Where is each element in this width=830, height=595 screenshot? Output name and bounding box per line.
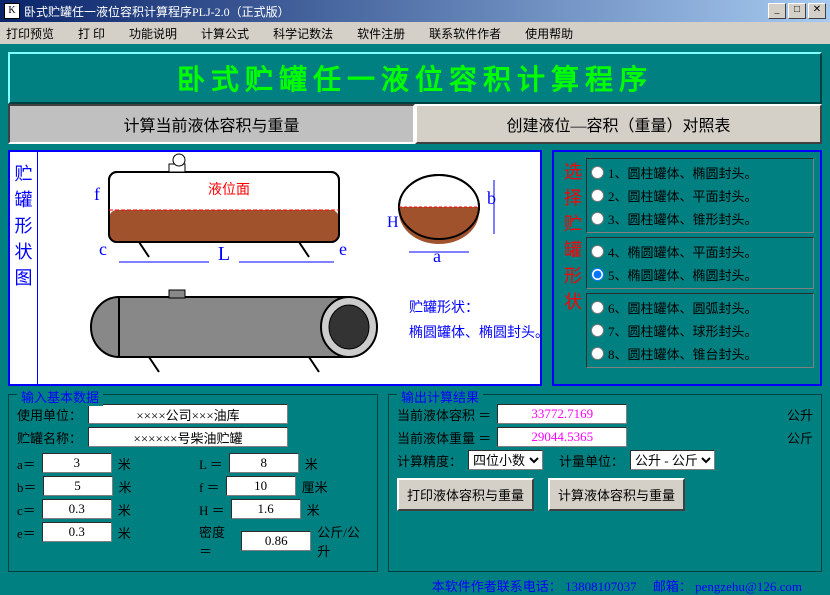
f-label: f ＝ — [199, 477, 220, 496]
svg-text:液位面: 液位面 — [208, 182, 250, 198]
menu-print-preview[interactable]: 打印预览 — [6, 25, 54, 42]
H-label: H ＝ — [199, 500, 225, 519]
output-fieldset: 输出计算结果 当前液体容积 ＝ 公升 当前液体重量 ＝ 公斤 计算精度： 四位小… — [388, 394, 822, 572]
svg-text:c: c — [99, 239, 107, 259]
svg-text:H: H — [387, 214, 399, 231]
shape-option[interactable]: 6、圆柱罐体、圆弧封头。 — [591, 296, 809, 319]
diagram-label: 贮罐形状图 — [10, 152, 38, 384]
tankname-label: 贮罐名称： — [17, 428, 82, 447]
footer-mail-label: 邮箱： — [653, 579, 692, 594]
tab-row: 计算当前液体容积与重量 创建液位—容积（重量）对照表 — [8, 104, 822, 144]
f-input[interactable] — [226, 476, 296, 496]
volume-label: 当前液体容积 ＝ — [397, 405, 491, 424]
b-label: b＝ — [17, 477, 37, 496]
H-input[interactable] — [231, 499, 301, 519]
app-icon: K — [4, 3, 20, 19]
input-legend: 输入基本数据 — [17, 387, 103, 406]
shape-option[interactable]: 3、圆柱罐体、锥形封头。 — [591, 207, 809, 230]
menu-formula[interactable]: 计算公式 — [201, 25, 249, 42]
close-button[interactable]: ✕ — [808, 3, 826, 19]
b-unit: 米 — [119, 477, 132, 496]
a-label: a＝ — [17, 454, 36, 473]
menu-contact[interactable]: 联系软件作者 — [429, 25, 501, 42]
footer-text: 本软件作者联系电话： — [432, 579, 562, 594]
tab-calculate[interactable]: 计算当前液体容积与重量 — [8, 104, 415, 144]
weight-unit: 公斤 — [787, 428, 813, 447]
input-fieldset: 输入基本数据 使用单位： 贮罐名称： a＝米 b＝米 c＝米 e＝米 L ＝米 … — [8, 394, 378, 572]
menu-scientific[interactable]: 科学记数法 — [273, 25, 333, 42]
f-unit: 厘米 — [302, 477, 328, 496]
main-title: 卧式贮罐任一液位容积计算程序 — [10, 54, 820, 102]
footer: 本软件作者联系电话： 13808107037 邮箱： pengzehu@126.… — [8, 576, 822, 595]
footer-mail[interactable]: pengzehu@126.com — [695, 579, 802, 594]
svg-text:贮罐形状：: 贮罐形状： — [409, 300, 479, 316]
density-input[interactable] — [241, 531, 311, 551]
shape-option[interactable]: 4、椭圆罐体、平面封头。 — [591, 240, 809, 263]
unit-label: 使用单位： — [17, 405, 82, 424]
shape-option[interactable]: 5、椭圆罐体、椭圆封头。 — [591, 263, 809, 286]
title-bar: K 卧式贮罐任一液位容积计算程序PLJ-2.0（正式版） _ □ ✕ — [0, 0, 830, 22]
shape-select-label: 选择贮罐形状 — [560, 158, 586, 378]
density-unit: 公斤/公升 — [317, 522, 369, 560]
calculate-button[interactable]: 计算液体容积与重量 — [548, 478, 685, 511]
menu-bar: 打印预览 打 印 功能说明 计算公式 科学记数法 软件注册 联系软件作者 使用帮… — [0, 22, 830, 44]
a-input[interactable] — [42, 453, 112, 473]
precision-select[interactable]: 四位小数 — [468, 450, 543, 470]
svg-text:b: b — [487, 188, 496, 208]
minimize-button[interactable]: _ — [768, 3, 786, 19]
diagram-box: 贮罐形状图 液位面 f c e L — [8, 150, 542, 386]
e-input[interactable] — [42, 522, 112, 542]
unit-input[interactable] — [88, 404, 288, 424]
measure-unit-select[interactable]: 公升 - 公斤 — [630, 450, 715, 470]
shape-option[interactable]: 1、圆柱罐体、椭圆封头。 — [591, 161, 809, 184]
footer-phone: 13808107037 — [565, 579, 637, 594]
shape-option[interactable]: 7、圆柱罐体、球形封头。 — [591, 319, 809, 342]
e-label: e＝ — [17, 523, 36, 542]
c-input[interactable] — [42, 499, 112, 519]
measure-unit-label: 计量单位： — [559, 451, 624, 470]
menu-print[interactable]: 打 印 — [78, 25, 105, 42]
shape-option[interactable]: 2、圆柱罐体、平面封头。 — [591, 184, 809, 207]
tankname-input[interactable] — [88, 427, 288, 447]
shape-option[interactable]: 8、圆柱罐体、锥台封头。 — [591, 342, 809, 365]
svg-text:e: e — [339, 239, 347, 259]
menu-help[interactable]: 使用帮助 — [525, 25, 573, 42]
weight-result — [497, 427, 627, 447]
menu-function[interactable]: 功能说明 — [129, 25, 177, 42]
volume-result — [497, 404, 627, 424]
density-label: 密度＝ — [199, 522, 235, 560]
b-input[interactable] — [43, 476, 113, 496]
shape-select-box: 选择贮罐形状 1、圆柱罐体、椭圆封头。2、圆柱罐体、平面封头。3、圆柱罐体、锥形… — [552, 150, 822, 386]
c-label: c＝ — [17, 500, 36, 519]
window-title: 卧式贮罐任一液位容积计算程序PLJ-2.0（正式版） — [24, 3, 768, 20]
maximize-button[interactable]: □ — [788, 3, 806, 19]
L-label: L ＝ — [199, 454, 223, 473]
H-unit: 米 — [307, 500, 320, 519]
L-input[interactable] — [229, 453, 299, 473]
volume-unit: 公升 — [787, 405, 813, 424]
tab-table[interactable]: 创建液位—容积（重量）对照表 — [415, 104, 822, 144]
c-unit: 米 — [118, 500, 131, 519]
tank-diagram: 液位面 f c e L H b a — [38, 152, 540, 384]
e-unit: 米 — [118, 523, 131, 542]
svg-text:a: a — [433, 246, 441, 266]
svg-text:L: L — [218, 243, 230, 265]
print-button[interactable]: 打印液体容积与重量 — [397, 478, 534, 511]
a-unit: 米 — [118, 454, 131, 473]
weight-label: 当前液体重量 ＝ — [397, 428, 491, 447]
svg-text:椭圆罐体、椭圆封头。: 椭圆罐体、椭圆封头。 — [409, 325, 540, 341]
output-legend: 输出计算结果 — [397, 387, 483, 406]
precision-label: 计算精度： — [397, 451, 462, 470]
svg-text:f: f — [94, 184, 100, 204]
menu-register[interactable]: 软件注册 — [357, 25, 405, 42]
L-unit: 米 — [305, 454, 318, 473]
